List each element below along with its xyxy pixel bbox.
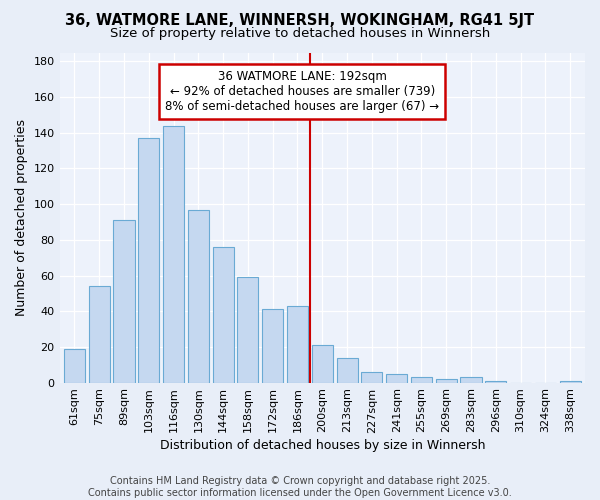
Bar xyxy=(386,374,407,382)
Bar xyxy=(138,138,160,382)
Bar xyxy=(188,210,209,382)
Y-axis label: Number of detached properties: Number of detached properties xyxy=(15,119,28,316)
Bar xyxy=(287,306,308,382)
Bar xyxy=(411,377,432,382)
Bar xyxy=(560,381,581,382)
Bar xyxy=(485,381,506,382)
Bar xyxy=(460,377,482,382)
Bar xyxy=(262,310,283,382)
Text: 36, WATMORE LANE, WINNERSH, WOKINGHAM, RG41 5JT: 36, WATMORE LANE, WINNERSH, WOKINGHAM, R… xyxy=(65,12,535,28)
Bar xyxy=(238,278,259,382)
Text: Contains HM Land Registry data © Crown copyright and database right 2025.
Contai: Contains HM Land Registry data © Crown c… xyxy=(88,476,512,498)
Bar xyxy=(312,345,333,383)
Bar xyxy=(64,348,85,382)
Bar xyxy=(89,286,110,382)
Bar xyxy=(113,220,134,382)
Text: Size of property relative to detached houses in Winnersh: Size of property relative to detached ho… xyxy=(110,28,490,40)
X-axis label: Distribution of detached houses by size in Winnersh: Distribution of detached houses by size … xyxy=(160,440,485,452)
Text: 36 WATMORE LANE: 192sqm
← 92% of detached houses are smaller (739)
8% of semi-de: 36 WATMORE LANE: 192sqm ← 92% of detache… xyxy=(166,70,440,114)
Bar xyxy=(337,358,358,382)
Bar xyxy=(163,126,184,382)
Bar xyxy=(361,372,382,382)
Bar xyxy=(212,247,233,382)
Bar xyxy=(436,379,457,382)
